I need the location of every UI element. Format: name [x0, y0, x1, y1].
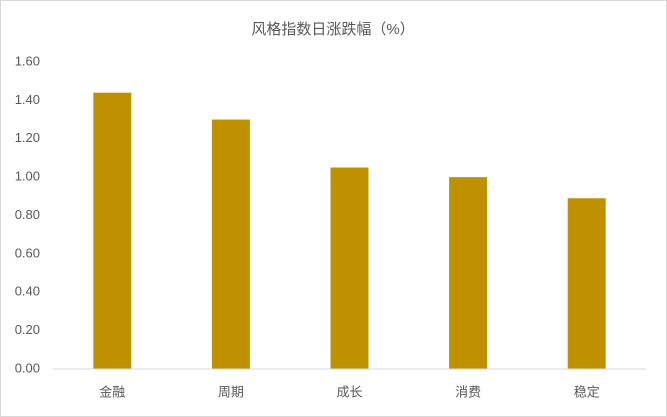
x-tick-label: 消费	[455, 384, 481, 399]
y-tick-label: 0.40	[15, 284, 40, 299]
bar	[93, 92, 132, 369]
y-tick-label: 1.40	[15, 92, 40, 107]
x-tick-label: 周期	[218, 384, 244, 399]
x-tick-label: 稳定	[574, 384, 600, 399]
y-tick-label: 0.60	[15, 245, 40, 260]
chart-title: 风格指数日涨跌幅（%）	[251, 21, 414, 38]
y-tick-label: 1.00	[15, 169, 40, 184]
bar	[449, 177, 488, 369]
x-tick-label: 金融	[99, 384, 125, 399]
x-tick-label: 成长	[336, 384, 362, 399]
y-tick-label: 0.80	[15, 207, 40, 222]
bar	[211, 119, 250, 369]
y-tick-label: 1.60	[15, 53, 40, 68]
y-tick-label: 1.20	[15, 130, 40, 145]
bar	[567, 198, 606, 369]
y-tick-label: 0.00	[15, 360, 40, 375]
y-tick-label: 0.20	[15, 322, 40, 337]
bar	[330, 167, 369, 369]
